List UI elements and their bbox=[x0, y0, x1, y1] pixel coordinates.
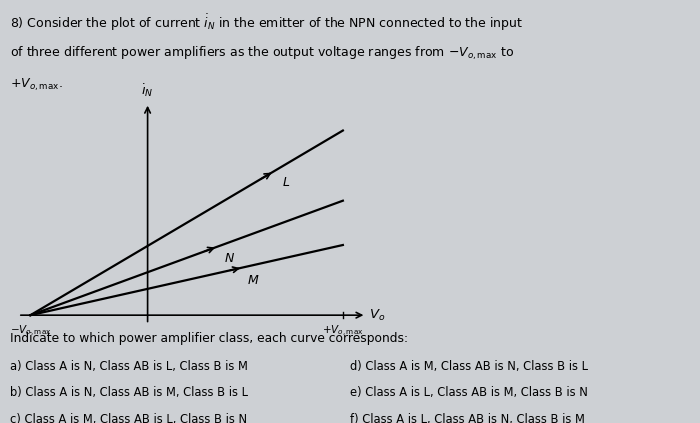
Text: L: L bbox=[282, 176, 289, 189]
Text: $\dot{\imath}_N$: $\dot{\imath}_N$ bbox=[141, 82, 154, 99]
Text: Indicate to which power amplifier class, each curve corresponds:: Indicate to which power amplifier class,… bbox=[10, 332, 409, 345]
Text: b) Class A is N, Class AB is M, Class B is L: b) Class A is N, Class AB is M, Class B … bbox=[10, 386, 248, 399]
Text: 8) Consider the plot of current $\dot{i}_N$ in the emitter of the NPN connected : 8) Consider the plot of current $\dot{i}… bbox=[10, 13, 524, 33]
Text: a) Class A is N, Class AB is L, Class B is M: a) Class A is N, Class AB is L, Class B … bbox=[10, 360, 248, 373]
Text: $+V_{o,\mathrm{max}}$: $+V_{o,\mathrm{max}}$ bbox=[322, 324, 363, 338]
Text: c) Class A is M, Class AB is L, Class B is N: c) Class A is M, Class AB is L, Class B … bbox=[10, 413, 248, 423]
Text: e) Class A is L, Class AB is M, Class B is N: e) Class A is L, Class AB is M, Class B … bbox=[350, 386, 588, 399]
Text: $-V_{o,\mathrm{max}}$: $-V_{o,\mathrm{max}}$ bbox=[10, 324, 51, 338]
Text: N: N bbox=[224, 253, 234, 265]
Text: $+V_{o,\mathrm{max}}$.: $+V_{o,\mathrm{max}}$. bbox=[10, 76, 64, 93]
Text: $V_o$: $V_o$ bbox=[370, 308, 386, 323]
Text: M: M bbox=[248, 274, 259, 287]
Text: of three different power amplifiers as the output voltage ranges from $-V_{o,\ma: of three different power amplifiers as t… bbox=[10, 44, 514, 62]
Text: f) Class A is L, Class AB is N, Class B is M: f) Class A is L, Class AB is N, Class B … bbox=[350, 413, 585, 423]
Text: d) Class A is M, Class AB is N, Class B is L: d) Class A is M, Class AB is N, Class B … bbox=[350, 360, 588, 373]
